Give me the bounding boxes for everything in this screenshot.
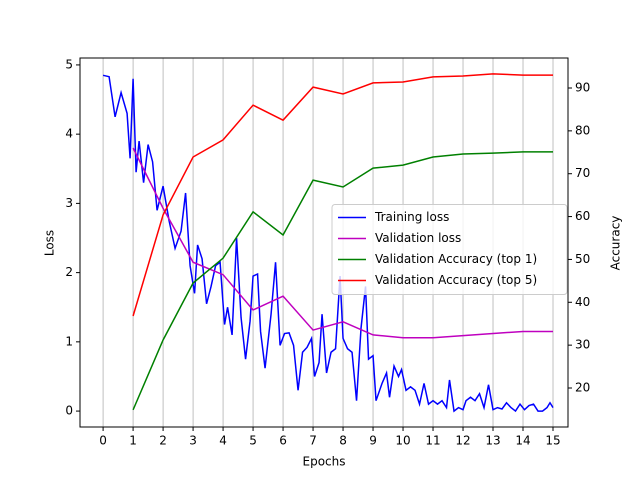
- legend: Training loss Validation loss Validation A…: [331, 204, 568, 295]
- legend-label: Validation loss: [375, 231, 461, 245]
- x-tick-label: 13: [485, 434, 500, 448]
- y-axis-label: Loss: [43, 230, 57, 256]
- x-tick-label: 8: [339, 434, 347, 448]
- y2-tick-label: 40: [575, 295, 590, 309]
- series-line: [132, 147, 553, 339]
- y-tick-label: 3: [65, 196, 73, 210]
- y-tick-label: 2: [65, 265, 73, 279]
- legend-label: Validation Accuracy (top 1): [375, 252, 537, 266]
- legend-label: Validation Accuracy (top 5): [375, 273, 537, 287]
- x-tick-label: 4: [219, 434, 227, 448]
- plot-frame: [79, 57, 569, 428]
- y-tick-label: 4: [65, 127, 73, 141]
- series-line: [132, 73, 553, 317]
- y2-tick-label: 80: [575, 123, 590, 137]
- legend-label: Training loss: [374, 210, 449, 224]
- y-tick-label: 0: [65, 404, 73, 418]
- y-tick-label: 5: [65, 57, 73, 71]
- x-tick-label: 6: [279, 434, 287, 448]
- x-tick-label: 14: [515, 434, 530, 448]
- x-tick-label: 2: [159, 434, 167, 448]
- y2-tick-label: 70: [575, 166, 590, 180]
- x-tick-label: 7: [309, 434, 317, 448]
- x-tick-label: 12: [455, 434, 470, 448]
- y-tick-label: 1: [65, 334, 73, 348]
- series-line: [132, 151, 553, 411]
- x-tick-label: 11: [425, 434, 440, 448]
- y2-tick-label: 30: [575, 338, 590, 352]
- x-tick-label: 0: [99, 434, 107, 448]
- y2-tick-label: 50: [575, 252, 590, 266]
- x-tick-label: 1: [129, 434, 137, 448]
- x-tick-label: 3: [189, 434, 197, 448]
- x-tick-label: 9: [369, 434, 377, 448]
- y2-tick-label: 20: [575, 381, 590, 395]
- legend-box: [331, 204, 568, 295]
- y2-tick-label: 90: [575, 81, 590, 95]
- x-tick-label: 10: [395, 434, 410, 448]
- y2-tick-label: 60: [575, 209, 590, 223]
- x-tick-label: 5: [249, 434, 257, 448]
- x-tick-label: 15: [545, 434, 560, 448]
- series-line: [102, 74, 554, 413]
- y2-axis-label: Accuracy: [609, 216, 623, 271]
- x-axis-label: Epochs: [303, 455, 346, 469]
